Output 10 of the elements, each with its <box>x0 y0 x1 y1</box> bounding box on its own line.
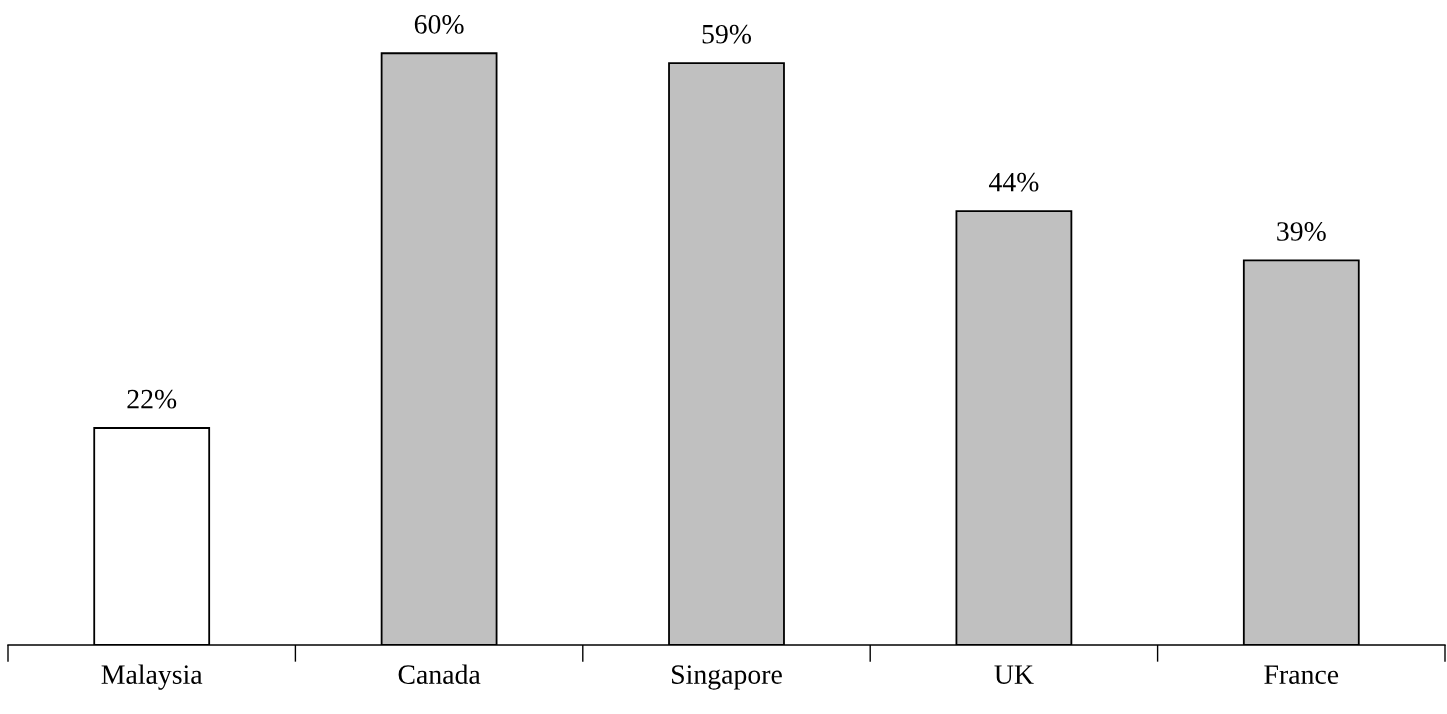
x-tick-label: Canada <box>398 664 481 684</box>
data-label: 39% <box>1277 222 1326 241</box>
data-label: 44% <box>988 172 1039 192</box>
x-tick-label: UK <box>994 665 1034 684</box>
x-tick-label: Singapore <box>672 665 782 690</box>
data-label: 22% <box>127 389 177 409</box>
x-tick-label: Malaysia <box>101 664 203 690</box>
x-tick-label: France <box>1264 665 1339 684</box>
data-label: 60% <box>414 14 464 34</box>
data-label: 59% <box>702 24 752 44</box>
